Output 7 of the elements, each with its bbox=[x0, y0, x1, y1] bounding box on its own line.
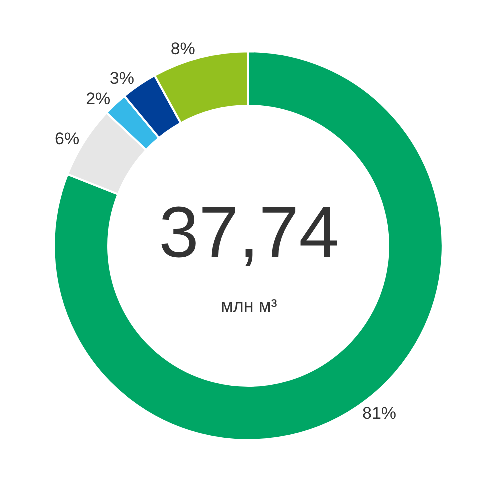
data-label: 2% bbox=[86, 90, 111, 109]
data-label: 81% bbox=[362, 404, 397, 423]
text: 37,74 bbox=[159, 193, 340, 273]
data-label: 6% bbox=[55, 130, 80, 149]
data-label: 3% bbox=[110, 69, 134, 88]
data-label: 8% bbox=[170, 39, 196, 58]
text: млн м³ bbox=[221, 296, 278, 316]
